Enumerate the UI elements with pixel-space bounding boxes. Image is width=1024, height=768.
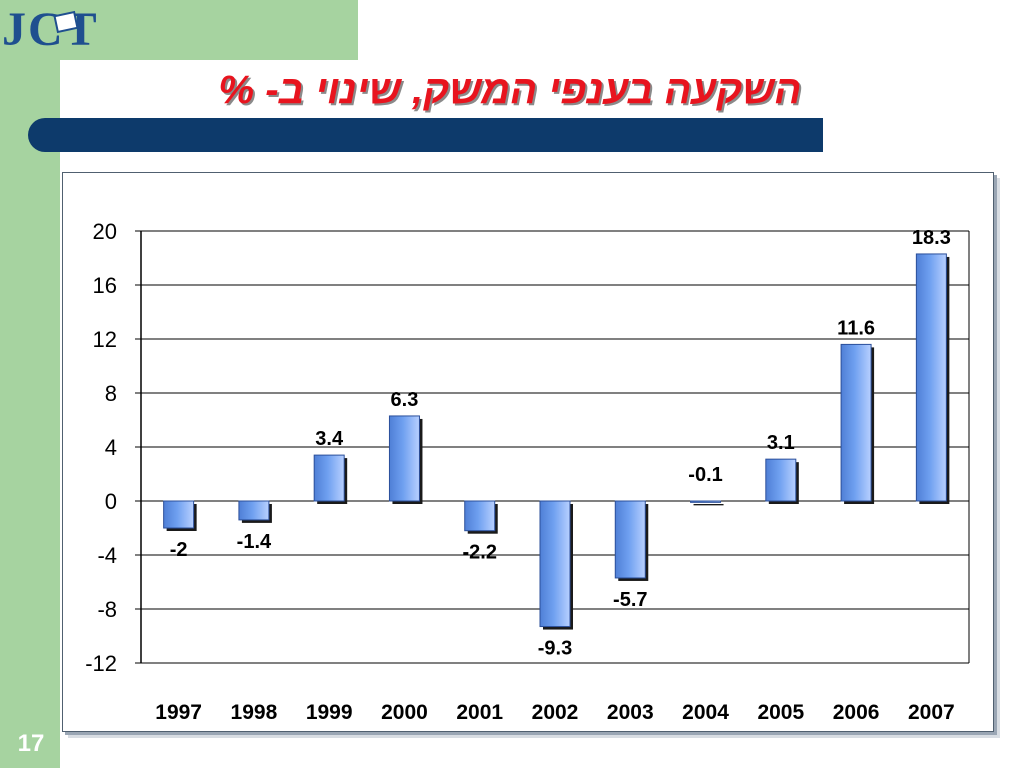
x-tick-label: 1998	[231, 701, 278, 724]
data-label: -5.7	[613, 589, 647, 611]
page-number: 17	[17, 730, 45, 757]
y-tick-label: 12	[93, 327, 117, 352]
data-label: -2	[170, 539, 188, 561]
data-label: -1.4	[237, 531, 272, 553]
side-band	[0, 0, 60, 768]
x-tick-label: 1997	[155, 701, 202, 724]
data-label: -0.1	[688, 464, 722, 486]
logo-book-icon	[53, 10, 79, 34]
bar	[614, 500, 646, 579]
y-tick-label: 20	[93, 219, 117, 244]
data-label: 11.6	[837, 317, 875, 339]
bar	[840, 343, 872, 502]
x-tick-label: 1999	[306, 701, 353, 724]
logo-text: JCT	[2, 3, 99, 56]
bar	[163, 500, 195, 529]
data-label: -2.2	[462, 542, 496, 564]
bar	[915, 253, 947, 502]
x-tick-label: 2006	[833, 701, 880, 724]
data-label: 3.1	[767, 432, 795, 454]
bar-chart: 20 16 12 8 4 0 -4 -8 -12 -2 1997 -1.4 1998 3.4 1999 6.3…	[85, 219, 970, 724]
title-underline-bar	[28, 118, 823, 152]
data-label: -9.3	[538, 638, 572, 660]
data-label: 18.3	[912, 227, 951, 249]
bar	[388, 415, 420, 502]
x-tick-label: 2007	[908, 701, 955, 724]
x-tick-label: 2002	[532, 701, 579, 724]
jct-logo: JCT	[2, 2, 152, 58]
y-tick-label: 16	[93, 273, 117, 298]
bar-shadow	[693, 504, 724, 506]
chart-frame: 20 16 12 8 4 0 -4 -8 -12 -2 1997 -1.4 1998 3.4 1999 6.3…	[62, 172, 994, 732]
y-tick-label: -4	[97, 543, 117, 568]
bar	[313, 454, 345, 502]
y-tick-label: 8	[105, 381, 117, 406]
x-tick-label: 2005	[757, 701, 804, 724]
y-tick-label: -12	[85, 651, 117, 676]
slide-title: השקעה בענפי המשק, שינוי ב- %	[218, 68, 802, 112]
x-tick-label: 2003	[607, 701, 654, 724]
y-tick-label: 0	[105, 489, 117, 514]
bar	[690, 500, 722, 503]
bar	[238, 500, 270, 521]
bar	[539, 500, 571, 628]
y-tick-label: 4	[105, 435, 117, 460]
data-label: 3.4	[315, 428, 344, 450]
y-tick-label: -8	[97, 597, 117, 622]
bar	[765, 458, 797, 502]
data-label: 6.3	[391, 389, 419, 411]
x-tick-label: 2001	[456, 701, 503, 724]
x-tick-label: 2004	[682, 701, 729, 724]
x-tick-label: 2000	[381, 701, 428, 724]
bar	[464, 500, 496, 532]
